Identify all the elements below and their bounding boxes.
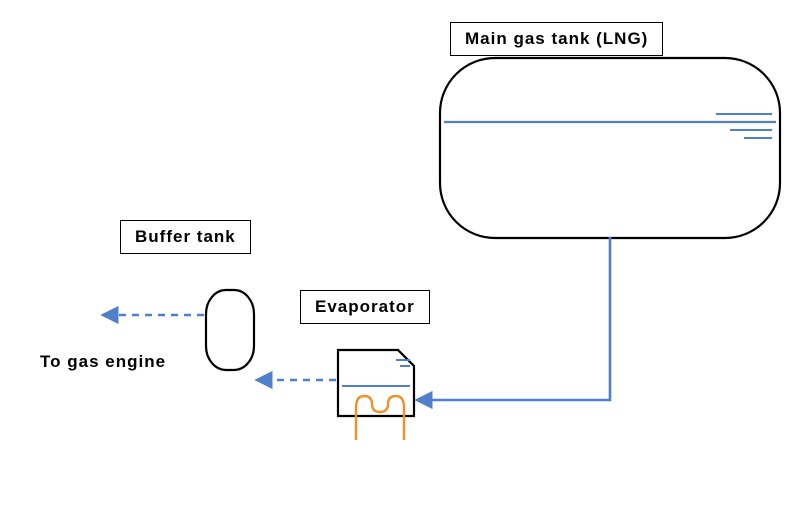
main-tank-label: Main gas tank (LNG) [450, 22, 663, 56]
buffer-tank-label: Buffer tank [120, 220, 251, 254]
main-tank-shape [440, 58, 780, 238]
pipe-lng [418, 237, 610, 400]
buffer-tank-shape [206, 290, 254, 370]
evaporator-shape [338, 350, 414, 440]
to-engine-label: To gas engine [40, 352, 166, 372]
evaporator-label: Evaporator [300, 290, 430, 324]
diagram-svg [0, 0, 800, 520]
